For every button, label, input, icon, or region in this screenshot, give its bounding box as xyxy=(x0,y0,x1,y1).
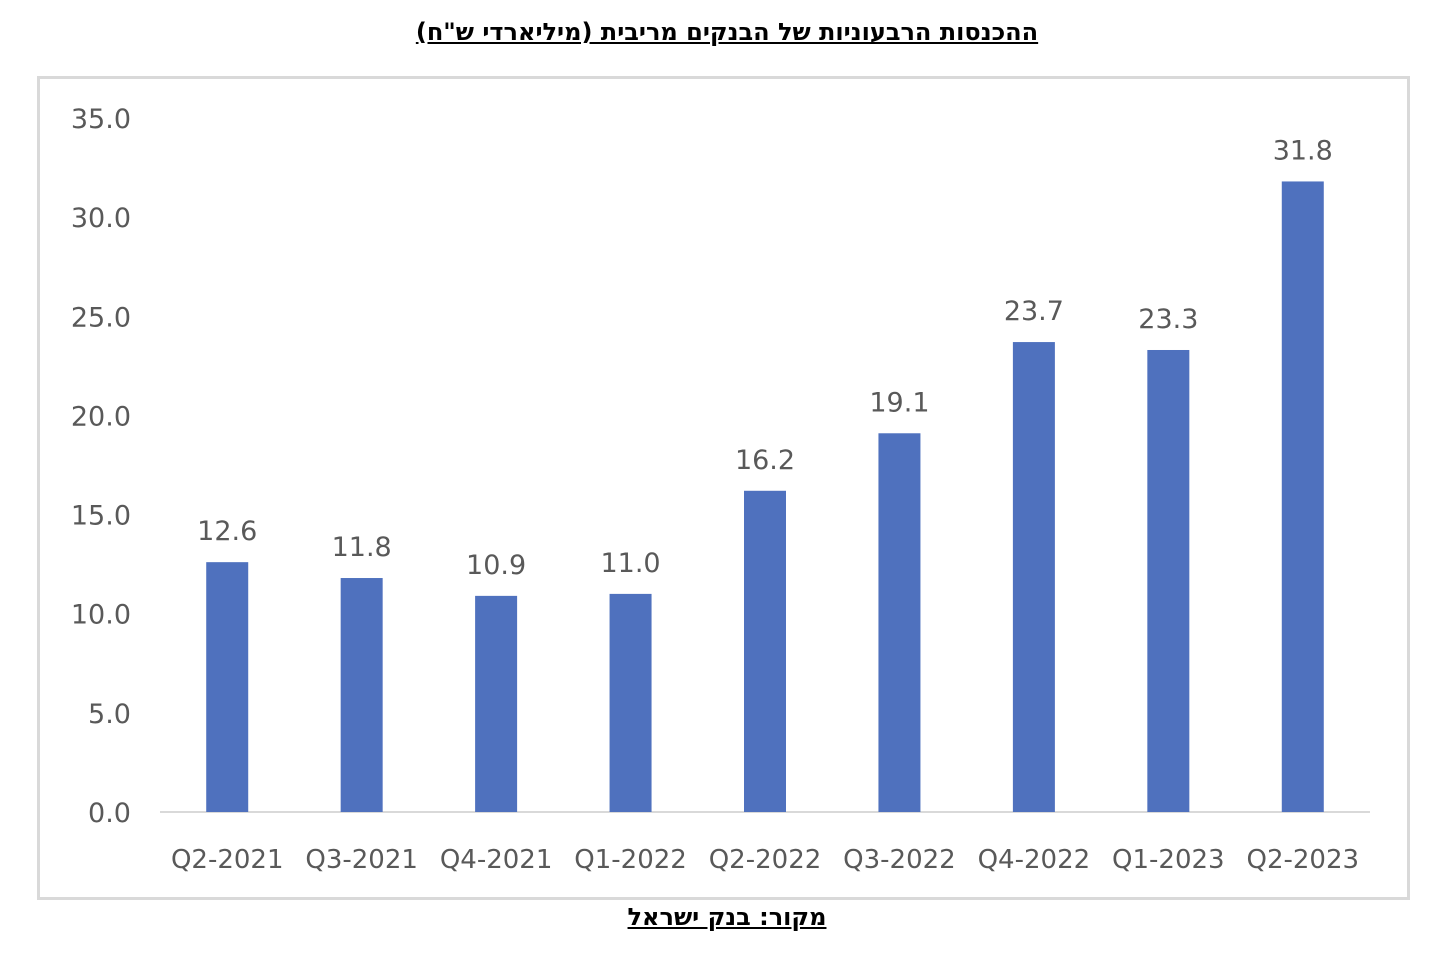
x-category-label: Q3-2022 xyxy=(843,845,956,875)
data-label: 31.8 xyxy=(1273,135,1333,166)
bar-chart: 0.05.010.015.020.025.030.035.0 12.611.81… xyxy=(71,104,1370,875)
data-label: 10.9 xyxy=(466,550,526,581)
bar-q1-2023 xyxy=(1147,349,1190,812)
data-label: 16.2 xyxy=(735,445,795,476)
bar-q3-2021 xyxy=(340,578,383,812)
category-labels: Q2-2021 Q3-2021 Q4-2021 Q1-2022 Q2-2022 Q3-20… xyxy=(171,845,1359,875)
bar-q4-2022 xyxy=(1012,342,1055,812)
y-tick-label: 0.0 xyxy=(88,798,131,829)
data-labels: 12.6 11.8 10.9 11.0 16.2 19.1 23.7 23.3 31.8 xyxy=(197,135,1333,580)
bars xyxy=(206,181,1324,813)
bar-q2-2021 xyxy=(206,562,249,812)
x-category-label: Q2-2022 xyxy=(709,845,822,875)
x-category-label: Q1-2022 xyxy=(574,845,687,875)
x-category-label: Q4-2022 xyxy=(978,845,1091,875)
y-tick-label: 25.0 xyxy=(71,302,131,333)
y-tick-label: 5.0 xyxy=(88,699,131,730)
data-label: 11.8 xyxy=(332,532,392,563)
x-category-label: Q3-2021 xyxy=(305,845,418,875)
data-label: 19.1 xyxy=(869,387,929,418)
chart-title: ההכנסות הרבעוניות של הבנקים מריבית (מילי… xyxy=(415,18,1039,46)
x-category-label: Q4-2021 xyxy=(440,845,553,875)
bar-q3-2022 xyxy=(878,433,921,812)
x-category-label: Q2-2023 xyxy=(1246,845,1359,875)
y-tick-label: 35.0 xyxy=(71,104,131,135)
x-category-label: Q1-2023 xyxy=(1112,845,1225,875)
bar-q2-2023 xyxy=(1281,181,1324,813)
source-note: מקור: בנק ישראל xyxy=(627,903,827,931)
y-axis-ticks: 0.0 5.0 10.0 15.0 20.0 25.0 30.0 35.0 xyxy=(71,104,131,829)
data-label: 11.0 xyxy=(600,548,660,579)
data-label: 23.3 xyxy=(1138,304,1198,335)
bar-q1-2022 xyxy=(609,593,652,812)
bar-q4-2021 xyxy=(475,595,518,812)
y-tick-label: 30.0 xyxy=(71,203,131,234)
data-label: 23.7 xyxy=(1004,296,1064,327)
y-tick-label: 20.0 xyxy=(71,401,131,432)
bar-q2-2022 xyxy=(744,490,786,812)
y-tick-label: 15.0 xyxy=(71,501,131,532)
data-label: 12.6 xyxy=(197,516,257,547)
x-category-label: Q2-2021 xyxy=(171,845,284,875)
y-tick-label: 10.0 xyxy=(71,600,131,631)
